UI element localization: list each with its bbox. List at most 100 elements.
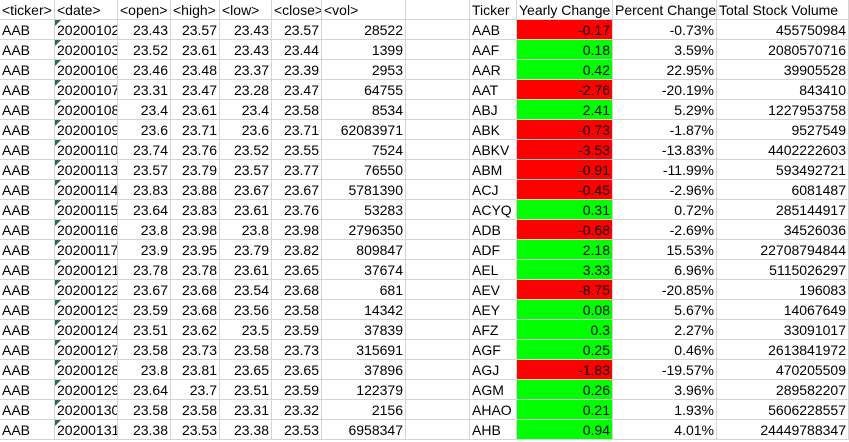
vol-cell[interactable]: 37839: [322, 320, 406, 340]
date-cell[interactable]: 20200116: [55, 220, 118, 240]
ticker-cell[interactable]: AAB: [0, 160, 55, 180]
header-low[interactable]: <low>: [220, 0, 272, 20]
empty-cell[interactable]: [406, 420, 470, 440]
close-cell[interactable]: 23.44: [272, 40, 322, 60]
empty-cell[interactable]: [406, 280, 470, 300]
vol-cell[interactable]: 6958347: [322, 420, 406, 440]
low-cell[interactable]: 23.38: [220, 420, 272, 440]
vol-cell[interactable]: 53283: [322, 200, 406, 220]
date-cell[interactable]: 20200114: [55, 180, 118, 200]
open-cell[interactable]: 23.4: [118, 100, 171, 120]
date-cell[interactable]: 20200106: [55, 60, 118, 80]
total-volume-cell[interactable]: 24449788347: [717, 420, 849, 440]
open-cell[interactable]: 23.58: [118, 400, 171, 420]
header-percent-change[interactable]: Percent Change: [613, 0, 717, 20]
low-cell[interactable]: 23.43: [220, 40, 272, 60]
percent-change-cell[interactable]: 22.95%: [613, 60, 717, 80]
close-cell[interactable]: 23.39: [272, 60, 322, 80]
close-cell[interactable]: 23.55: [272, 140, 322, 160]
summary-ticker-cell[interactable]: AHB: [470, 420, 517, 440]
low-cell[interactable]: 23.61: [220, 200, 272, 220]
yearly-change-cell[interactable]: -0.45: [517, 180, 613, 200]
open-cell[interactable]: 23.58: [118, 340, 171, 360]
yearly-change-cell[interactable]: 0.3: [517, 320, 613, 340]
high-cell[interactable]: 23.79: [171, 160, 220, 180]
header-open[interactable]: <open>: [118, 0, 171, 20]
yearly-change-cell[interactable]: 3.33: [517, 260, 613, 280]
low-cell[interactable]: 23.61: [220, 260, 272, 280]
low-cell[interactable]: 23.51: [220, 380, 272, 400]
empty-cell[interactable]: [406, 220, 470, 240]
low-cell[interactable]: 23.67: [220, 180, 272, 200]
ticker-cell[interactable]: AAB: [0, 60, 55, 80]
yearly-change-cell[interactable]: -0.68: [517, 220, 613, 240]
open-cell[interactable]: 23.83: [118, 180, 171, 200]
date-cell[interactable]: 20200122: [55, 280, 118, 300]
percent-change-cell[interactable]: -19.57%: [613, 360, 717, 380]
date-cell[interactable]: 20200103: [55, 40, 118, 60]
open-cell[interactable]: 23.52: [118, 40, 171, 60]
summary-ticker-cell[interactable]: ABM: [470, 160, 517, 180]
date-cell[interactable]: 20200129: [55, 380, 118, 400]
empty-cell[interactable]: [406, 240, 470, 260]
close-cell[interactable]: 23.68: [272, 280, 322, 300]
yearly-change-cell[interactable]: 0.94: [517, 420, 613, 440]
summary-ticker-cell[interactable]: AHAO: [470, 400, 517, 420]
total-volume-cell[interactable]: 2613841972: [717, 340, 849, 360]
date-cell[interactable]: 20200110: [55, 140, 118, 160]
total-volume-cell[interactable]: 470205509: [717, 360, 849, 380]
empty-cell[interactable]: [406, 340, 470, 360]
percent-change-cell[interactable]: 6.96%: [613, 260, 717, 280]
header-date[interactable]: <date>: [55, 0, 118, 20]
percent-change-cell[interactable]: -0.73%: [613, 20, 717, 40]
empty-cell[interactable]: [406, 100, 470, 120]
percent-change-cell[interactable]: 3.96%: [613, 380, 717, 400]
close-cell[interactable]: 23.65: [272, 260, 322, 280]
high-cell[interactable]: 23.62: [171, 320, 220, 340]
close-cell[interactable]: 23.58: [272, 300, 322, 320]
date-cell[interactable]: 20200113: [55, 160, 118, 180]
empty-cell[interactable]: [406, 120, 470, 140]
low-cell[interactable]: 23.54: [220, 280, 272, 300]
vol-cell[interactable]: 315691: [322, 340, 406, 360]
close-cell[interactable]: 23.71: [272, 120, 322, 140]
empty-cell[interactable]: [406, 200, 470, 220]
high-cell[interactable]: 23.83: [171, 200, 220, 220]
total-volume-cell[interactable]: 196083: [717, 280, 849, 300]
date-cell[interactable]: 20200131: [55, 420, 118, 440]
empty-cell[interactable]: [406, 380, 470, 400]
header-close[interactable]: <close>: [272, 0, 322, 20]
percent-change-cell[interactable]: -2.96%: [613, 180, 717, 200]
date-cell[interactable]: 20200121: [55, 260, 118, 280]
empty-cell[interactable]: [406, 320, 470, 340]
low-cell[interactable]: 23.4: [220, 100, 272, 120]
date-cell[interactable]: 20200127: [55, 340, 118, 360]
date-cell[interactable]: 20200108: [55, 100, 118, 120]
summary-ticker-cell[interactable]: ACJ: [470, 180, 517, 200]
open-cell[interactable]: 23.38: [118, 420, 171, 440]
vol-cell[interactable]: 76550: [322, 160, 406, 180]
close-cell[interactable]: 23.98: [272, 220, 322, 240]
vol-cell[interactable]: 28522: [322, 20, 406, 40]
yearly-change-cell[interactable]: 0.42: [517, 60, 613, 80]
summary-ticker-cell[interactable]: ADB: [470, 220, 517, 240]
summary-ticker-cell[interactable]: AGJ: [470, 360, 517, 380]
summary-ticker-cell[interactable]: AEY: [470, 300, 517, 320]
total-volume-cell[interactable]: 9527549: [717, 120, 849, 140]
low-cell[interactable]: 23.6: [220, 120, 272, 140]
percent-change-cell[interactable]: 0.72%: [613, 200, 717, 220]
low-cell[interactable]: 23.79: [220, 240, 272, 260]
open-cell[interactable]: 23.8: [118, 220, 171, 240]
empty-cell[interactable]: [406, 20, 470, 40]
empty-cell[interactable]: [406, 40, 470, 60]
low-cell[interactable]: 23.57: [220, 160, 272, 180]
total-volume-cell[interactable]: 1227953758: [717, 100, 849, 120]
summary-ticker-cell[interactable]: AGF: [470, 340, 517, 360]
empty-cell[interactable]: [406, 360, 470, 380]
empty-cell[interactable]: [406, 300, 470, 320]
percent-change-cell[interactable]: -2.69%: [613, 220, 717, 240]
open-cell[interactable]: 23.64: [118, 200, 171, 220]
date-cell[interactable]: 20200115: [55, 200, 118, 220]
summary-ticker-cell[interactable]: AAT: [470, 80, 517, 100]
date-cell[interactable]: 20200123: [55, 300, 118, 320]
